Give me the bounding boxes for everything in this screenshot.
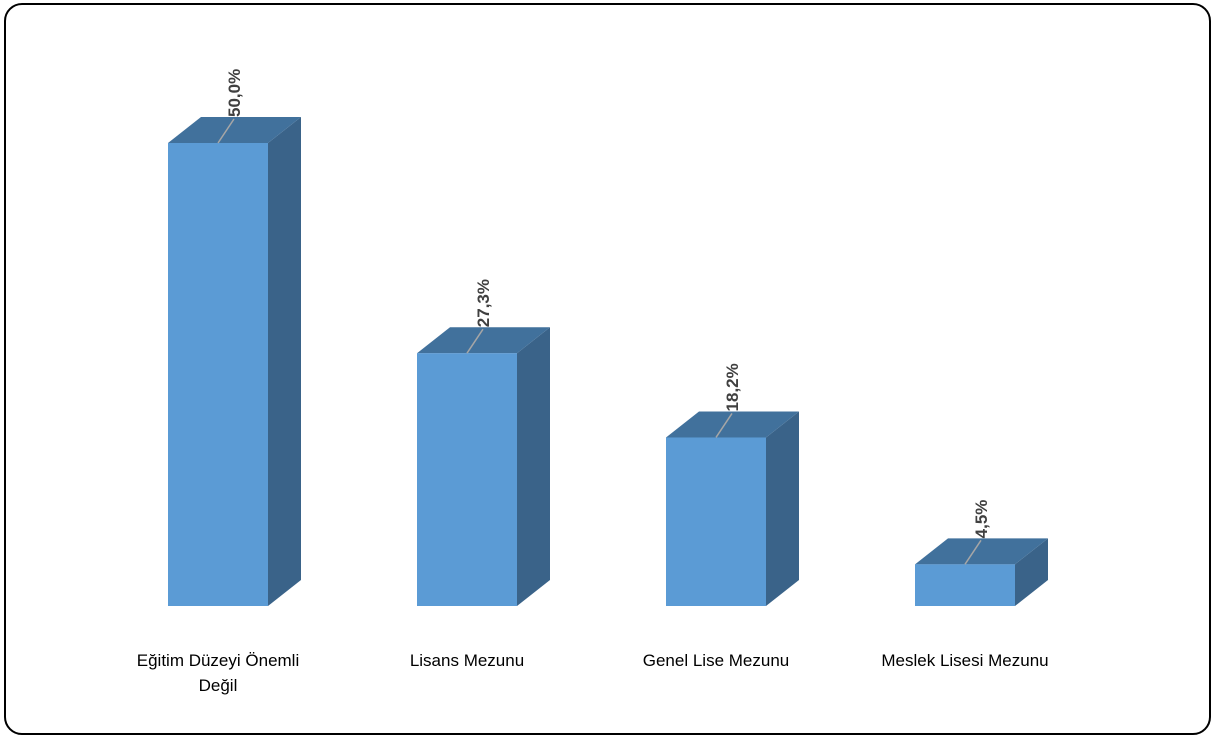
bar-2: [666, 437, 766, 606]
data-label-3: 4,5%: [972, 500, 991, 539]
category-label-0-0: Eğitim Düzeyi Önemli: [137, 651, 300, 670]
category-label-1: Lisans Mezunu: [410, 651, 524, 670]
bar-top-1: [417, 327, 550, 354]
bar-side-3: [1015, 538, 1048, 606]
data-label-0: 50,0%: [225, 69, 244, 117]
data-label-1: 27,3%: [474, 279, 493, 327]
bar-side-2: [766, 411, 799, 606]
bar-0: [168, 143, 268, 606]
leader-line-1: [466, 328, 484, 354]
leader-line-2: [715, 413, 733, 438]
bar-top-3: [915, 538, 1048, 565]
bar-side-0: [268, 117, 301, 606]
leader-line-3: [964, 539, 982, 565]
category-label-2: Genel Lise Mezunu: [643, 651, 789, 670]
category-label-0-1: Değil: [199, 676, 238, 695]
bar-top-0: [168, 117, 301, 143]
bar-1: [417, 353, 517, 606]
data-label-2: 18,2%: [723, 363, 742, 411]
leader-line-0: [217, 118, 235, 144]
bar-side-1: [517, 327, 550, 606]
bar-3: [915, 564, 1015, 606]
bar-top-2: [666, 411, 799, 438]
category-label-3: Meslek Lisesi Mezunu: [881, 651, 1048, 670]
